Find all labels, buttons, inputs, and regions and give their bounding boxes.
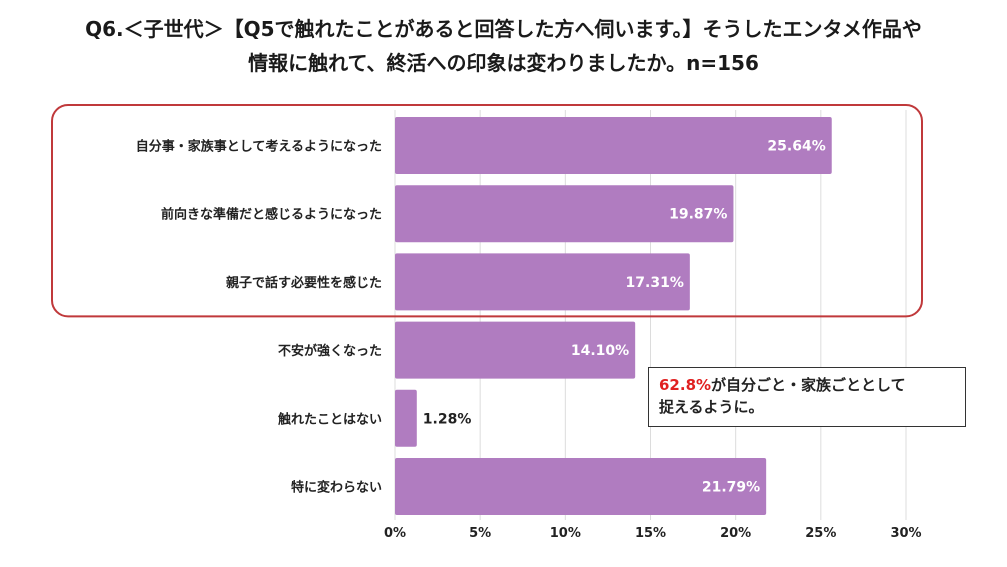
bar-2 [395, 253, 690, 311]
x-tick-label-5: 25% [805, 526, 836, 541]
value-label-4: 1.28% [423, 411, 472, 427]
category-label-0: 自分事・家族事として考えるようになった [136, 139, 382, 155]
category-label-1: 前向きな準備だと感じるようになった [161, 207, 382, 223]
value-label-1: 19.87% [669, 207, 727, 223]
category-label-4: 触れたことはない [277, 411, 382, 427]
category-label-5: 特に変わらない [291, 480, 382, 496]
x-tick-label-3: 15% [635, 526, 666, 541]
chart-title-line-1: Q6.＜子世代＞【Q5で触れたことがあると回答した方へ伺います。】そうしたエンタ… [85, 17, 922, 41]
chart-title-line-2: 情報に触れて、終活への印象は変わりましたか。n=156 [248, 51, 759, 75]
callout-text-line-2: 捉えるように。 [659, 398, 764, 416]
value-label-2: 17.31% [626, 275, 684, 291]
summary-callout: 62.8%が自分ごと・家族ごととして 捉えるように。 [648, 367, 966, 427]
bar-4 [395, 389, 417, 447]
bar-5 [395, 458, 767, 515]
category-label-3: 不安が強くなった [278, 343, 382, 359]
value-label-5: 21.79% [702, 480, 760, 496]
x-tick-label-4: 20% [720, 526, 751, 541]
x-tick-label-6: 30% [890, 526, 921, 541]
bar-1 [395, 185, 734, 243]
bar-3 [395, 321, 636, 379]
value-label-0: 25.64% [767, 139, 825, 155]
x-tick-label-2: 10% [550, 526, 581, 541]
callout-text-line-1: が自分ごと・家族ごととして [711, 376, 906, 394]
category-label-2: 親子で話す必要性を感じた [226, 275, 382, 291]
callout-highlight-percent: 62.8% [659, 376, 712, 394]
highlight-frame [51, 104, 923, 318]
bar-0 [395, 117, 832, 174]
value-label-3: 14.10% [571, 343, 629, 359]
x-tick-label-0: 0% [384, 526, 406, 541]
x-tick-label-1: 5% [469, 526, 491, 541]
